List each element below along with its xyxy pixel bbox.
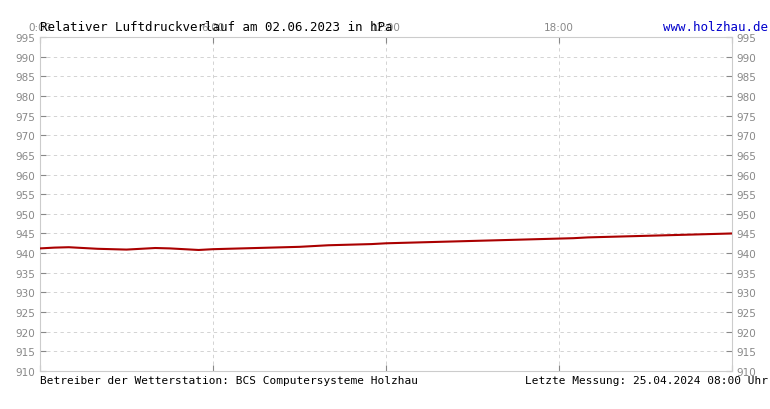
Text: Relativer Luftdruckverlauf am 02.06.2023 in hPa: Relativer Luftdruckverlauf am 02.06.2023… xyxy=(40,21,393,34)
Text: Letzte Messung: 25.04.2024 08:00 Uhr: Letzte Messung: 25.04.2024 08:00 Uhr xyxy=(525,375,768,385)
Text: www.holzhau.de: www.holzhau.de xyxy=(663,21,768,34)
Text: Betreiber der Wetterstation: BCS Computersysteme Holzhau: Betreiber der Wetterstation: BCS Compute… xyxy=(40,375,418,385)
